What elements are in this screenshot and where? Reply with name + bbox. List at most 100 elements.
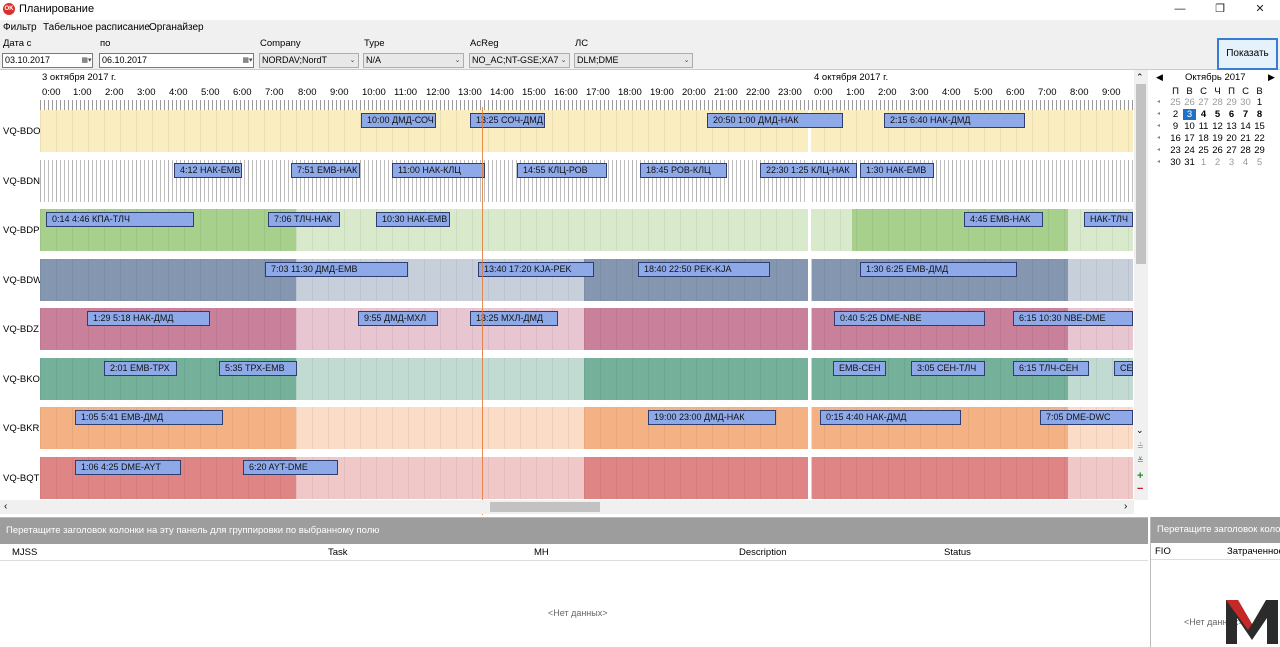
group-panel[interactable]: Перетащите заголовок колонки на эту пане…	[0, 518, 1148, 544]
calendar-day[interactable]: 26	[1212, 145, 1223, 156]
calendar-day[interactable]: 21	[1240, 133, 1251, 144]
calendar-day[interactable]: 20	[1226, 133, 1237, 144]
vertical-scrollbar[interactable]: ⌃ ⌄ ≟ ≚ + −	[1134, 70, 1148, 500]
calendar-day[interactable]: 16	[1170, 133, 1181, 144]
calendar-day[interactable]: 4	[1242, 157, 1249, 168]
flight-task-bar[interactable]: 13:40 17:20 KJA-PEK	[478, 262, 594, 277]
calendar-day[interactable]: 15	[1254, 121, 1265, 132]
acreg-select[interactable]: NO_AC;NT-GSE;XA7 ⌄	[469, 53, 570, 68]
flight-task-bar[interactable]: 10:30 НАК-EMB	[376, 212, 450, 227]
menu-filter[interactable]: Фильтр	[3, 22, 37, 33]
flight-task-bar[interactable]: СЕН	[1114, 361, 1133, 376]
column-fio[interactable]: FIO	[1155, 546, 1171, 557]
flight-task-bar[interactable]: НАК-ТЛЧ	[1084, 212, 1133, 227]
flight-task-bar[interactable]: 22:30 1:25 КЛЦ-НАК	[760, 163, 857, 178]
flight-task-bar[interactable]: 2:01 EMB-ТРХ	[104, 361, 177, 376]
calendar-day[interactable]: 18	[1198, 133, 1209, 144]
flight-task-bar[interactable]: 11:00 НАК-КЛЦ	[392, 163, 485, 178]
calendar-day[interactable]: 6	[1228, 109, 1235, 120]
flight-task-bar[interactable]: 1:06 4:25 DME-AYT	[75, 460, 181, 475]
scroll-left-icon[interactable]: ‹	[4, 501, 8, 512]
flight-task-bar[interactable]: 1:05 5:41 EMB-ДМД	[75, 410, 223, 425]
next-month-icon[interactable]: ▶	[1268, 72, 1275, 82]
column-mh[interactable]: MH	[534, 547, 549, 558]
zoom-in-icon[interactable]: +	[1137, 470, 1144, 482]
flight-task-bar[interactable]: 4:45 EMB-НАК	[964, 212, 1043, 227]
aircraft-lane[interactable]	[40, 209, 1133, 251]
flight-task-bar[interactable]: 0:40 5:25 DME-NBE	[834, 311, 985, 326]
ls-select[interactable]: DLM;DME ⌄	[574, 53, 693, 68]
calendar-day[interactable]: 8	[1256, 109, 1263, 120]
calendar-day[interactable]: 12	[1212, 121, 1223, 132]
horizontal-scroll-thumb[interactable]	[490, 502, 600, 512]
calendar-day[interactable]: 26	[1184, 97, 1195, 108]
flight-task-bar[interactable]: 7:51 EMB-НАК	[291, 163, 360, 178]
week-select-icon[interactable]: ◂	[1156, 99, 1160, 105]
calendar-day[interactable]: 1	[1200, 157, 1207, 168]
flight-task-bar[interactable]: 13:25 МХЛ-ДМД	[470, 311, 558, 326]
menu-schedule[interactable]: Табельное расписание	[43, 22, 150, 33]
maximize-button[interactable]: ❐	[1215, 3, 1225, 15]
calendar-day[interactable]: 13	[1226, 121, 1237, 132]
flight-task-bar[interactable]: 7:05 DME-DWC	[1040, 410, 1133, 425]
scroll-up-icon[interactable]: ⌃	[1136, 72, 1144, 82]
calendar-day[interactable]: 27	[1198, 97, 1209, 108]
calendar-day[interactable]: 19	[1212, 133, 1223, 144]
flight-task-bar[interactable]: 1:30 НАК-EMB	[860, 163, 934, 178]
flight-task-bar[interactable]: 9:55 ДМД-МХЛ	[358, 311, 438, 326]
flight-task-bar[interactable]: 7:06 ТЛЧ-НАК	[268, 212, 340, 227]
expand-icon[interactable]: ≚	[1137, 456, 1144, 465]
calendar-day[interactable]: 25	[1198, 145, 1209, 156]
flight-task-bar[interactable]: 5:35 ТРХ-EMB	[219, 361, 297, 376]
date-to-field[interactable]: 06.10.2017 ▦▾	[99, 53, 254, 68]
calendar-day[interactable]: 17	[1184, 133, 1195, 144]
menu-organizer[interactable]: Органайзер	[149, 22, 204, 33]
flight-task-bar[interactable]: 6:20 AYT-DME	[243, 460, 338, 475]
column-mjss[interactable]: MJSS	[12, 547, 38, 558]
calendar-day[interactable]: 30	[1240, 97, 1251, 108]
calendar-day[interactable]: 2	[1172, 109, 1179, 120]
calendar-day[interactable]: 5	[1256, 157, 1263, 168]
week-select-icon[interactable]: ◂	[1156, 135, 1160, 141]
week-select-icon[interactable]: ◂	[1156, 123, 1160, 129]
calendar-day[interactable]: 4	[1200, 109, 1207, 120]
calendar-day[interactable]: 9	[1172, 121, 1179, 132]
scroll-right-icon[interactable]: ›	[1124, 501, 1128, 512]
flight-task-bar[interactable]: 7:03 11:30 ДМД-EMB	[265, 262, 408, 277]
flight-task-bar[interactable]: 14:55 КЛЦ-РОВ	[517, 163, 607, 178]
calendar-day[interactable]: 25	[1170, 97, 1181, 108]
scroll-down-icon[interactable]: ⌄	[1136, 425, 1144, 435]
calendar-day[interactable]: 7	[1242, 109, 1249, 120]
aircraft-lane[interactable]	[40, 407, 1133, 449]
calendar-day[interactable]: 11	[1198, 121, 1209, 132]
week-select-icon[interactable]: ◂	[1156, 147, 1160, 153]
aircraft-lane[interactable]	[40, 308, 1133, 350]
flight-task-bar[interactable]: 0:15 4:40 НАК-ДМД	[820, 410, 961, 425]
minimize-button[interactable]: —	[1174, 3, 1186, 15]
flight-task-bar[interactable]: 0:14 4:46 КПА-ТЛЧ	[46, 212, 194, 227]
flight-task-bar[interactable]: 19:00 23:00 ДМД-НАК	[648, 410, 776, 425]
calendar-day[interactable]: 10	[1184, 121, 1195, 132]
calendar-day[interactable]: 27	[1226, 145, 1237, 156]
flight-task-bar[interactable]: 18:45 РОВ-КЛЦ	[640, 163, 727, 178]
column-task[interactable]: Task	[328, 547, 348, 558]
calendar-day[interactable]: 3	[1228, 157, 1235, 168]
calendar-day[interactable]: 5	[1214, 109, 1221, 120]
zoom-out-icon[interactable]: −	[1137, 483, 1144, 495]
flight-task-bar[interactable]: 18:40 22:50 PEK-KJA	[638, 262, 770, 277]
flight-task-bar[interactable]: 1:29 5:18 НАК-ДМД	[87, 311, 210, 326]
flight-task-bar[interactable]: 1:30 6:25 EMB-ДМД	[860, 262, 1017, 277]
calendar-dropdown-icon[interactable]: ▦▾	[242, 57, 253, 64]
type-select[interactable]: N/A ⌄	[363, 53, 464, 68]
calendar-day[interactable]: 30	[1170, 157, 1181, 168]
flight-task-bar[interactable]: 20:50 1:00 ДМД-НАК	[707, 113, 843, 128]
aircraft-lane[interactable]	[40, 457, 1133, 499]
calendar-dropdown-icon[interactable]: ▦▾	[81, 57, 92, 64]
calendar-day[interactable]: 23	[1170, 145, 1181, 156]
flight-task-bar[interactable]: EMB-СЕН	[833, 361, 886, 376]
group-panel[interactable]: Перетащите заголовок колонки на эту пане…	[1151, 517, 1280, 543]
calendar-day[interactable]: 2	[1214, 157, 1221, 168]
calendar-day[interactable]: 14	[1240, 121, 1251, 132]
calendar-day[interactable]: 22	[1254, 133, 1265, 144]
calendar-day[interactable]: 29	[1226, 97, 1237, 108]
